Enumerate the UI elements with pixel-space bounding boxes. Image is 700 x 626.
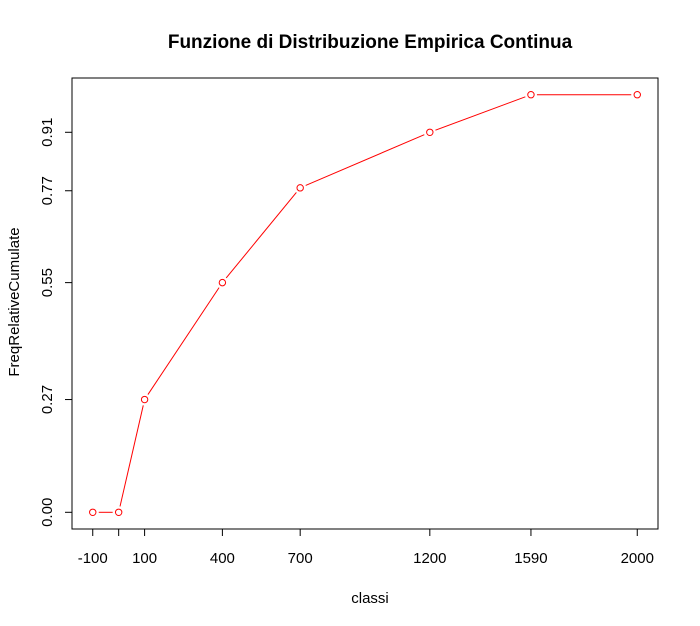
series-line [89,91,641,516]
data-point [218,278,227,287]
data-point [527,91,535,99]
x-tick-label: 100 [132,550,157,567]
x-tick-label: 700 [288,550,313,567]
data-point [114,508,123,516]
x-tick-label: 1590 [514,550,547,567]
series-segment [435,96,526,131]
series-segment [147,287,220,395]
series-segment [305,134,425,186]
y-tick-label: 0.91 [39,118,56,147]
data-point [633,91,641,99]
plot-frame [71,77,659,530]
x-tick-label: -100 [78,550,108,567]
x-axis-label: classi [351,590,389,607]
y-tick-label: 0.27 [39,385,56,414]
x-tick-label: 1200 [413,550,446,567]
series-segment [225,192,297,279]
chart-title: Funzione di Distribuzione Empirica Conti… [168,32,573,53]
y-tick-label: 0.00 [39,498,56,527]
data-point [296,184,304,192]
x-axis: -100 100 400 700 1200 1590 2000 [78,528,654,567]
y-tick-label: 0.55 [39,268,56,297]
series-segment [119,405,144,507]
data-point [89,508,97,516]
data-point [426,128,434,136]
y-tick-label: 0.77 [39,176,56,205]
data-point [140,395,149,404]
x-tick-label: 400 [210,550,235,567]
y-axis-label: FreqRelativeCumulate [6,227,23,376]
y-axis: 0.00 0.27 0.55 0.77 0.91 [39,118,73,527]
x-tick-label: 2000 [621,550,654,567]
